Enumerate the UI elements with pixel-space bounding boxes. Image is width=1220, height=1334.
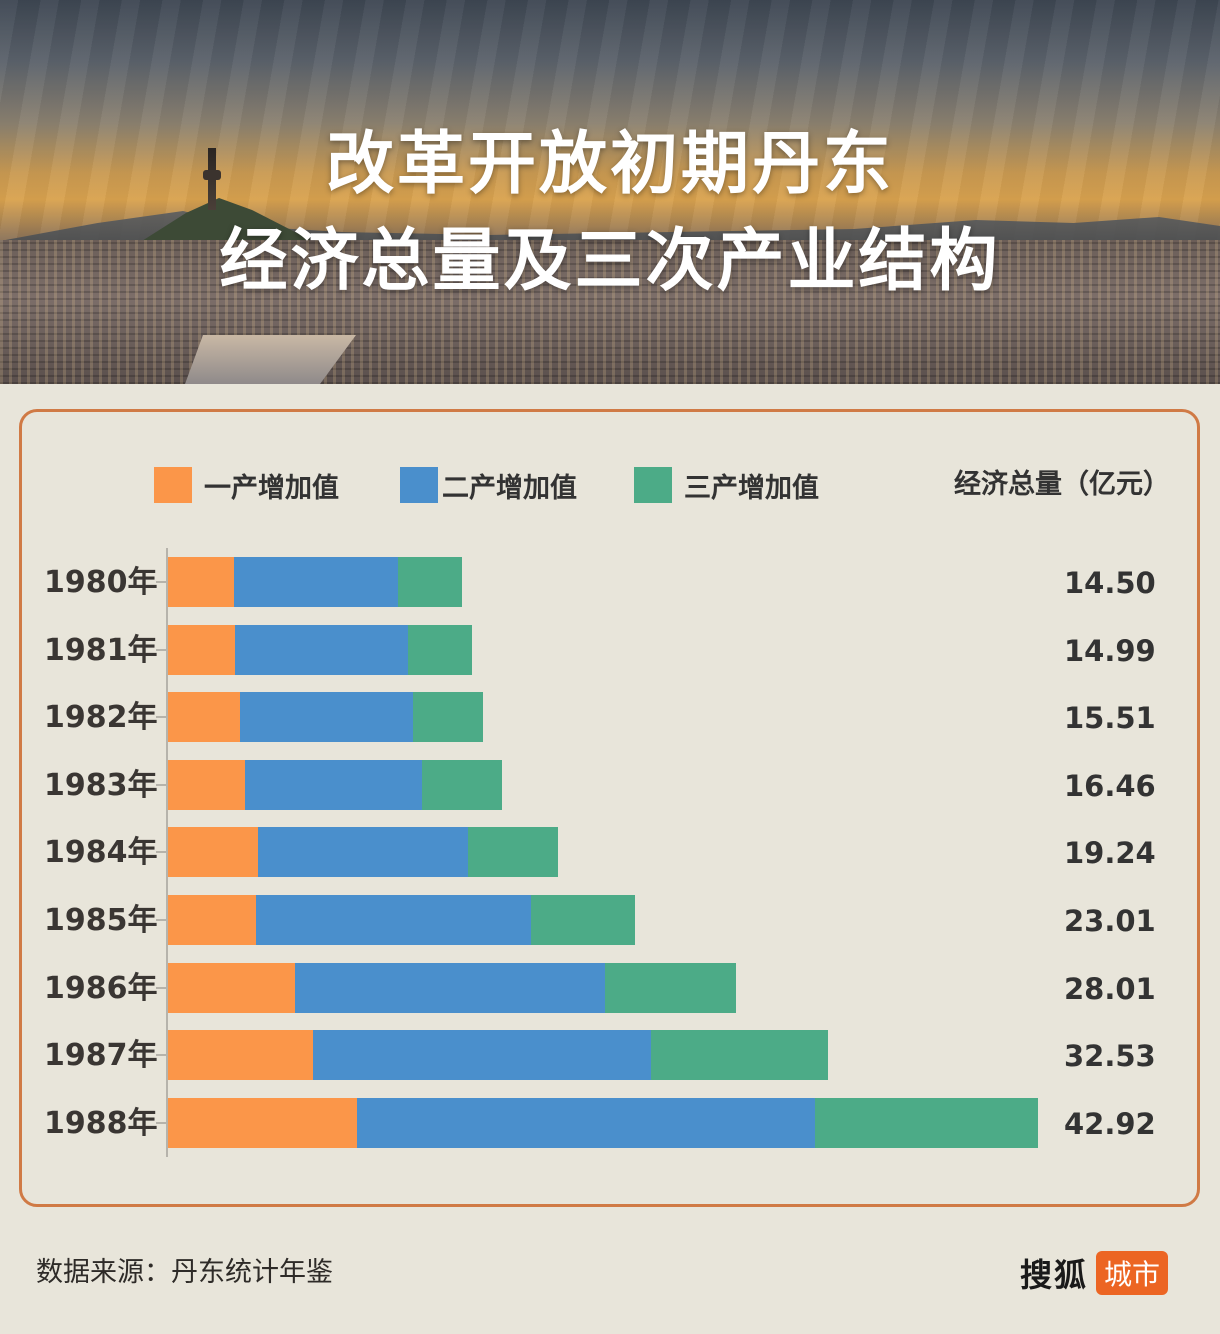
logo-main: 搜狐 <box>1020 1256 1089 1294</box>
year-label: 1984年 <box>44 835 158 870</box>
chart-row: 1987年 32.53 <box>0 1030 1220 1080</box>
stacked-bar <box>168 963 736 1013</box>
stacked-bar <box>168 1030 828 1080</box>
legend-label: 一产增加值 <box>204 472 339 504</box>
total-value: 42.92 <box>1064 1107 1156 1141</box>
data-source: 数据来源：丹东统计年鉴 <box>36 1257 333 1288</box>
year-label: 1983年 <box>44 768 158 803</box>
legend-item-secondary: 二产增加值 <box>400 466 577 504</box>
year-label: 1980年 <box>44 565 158 600</box>
tv-tower-icon <box>203 148 221 210</box>
axis-tick <box>156 1054 166 1056</box>
axis-tick <box>156 581 166 583</box>
bar-tertiary-segment <box>412 692 483 742</box>
bar-tertiary-segment <box>468 827 558 877</box>
stacked-bar <box>168 557 463 607</box>
total-value: 16.46 <box>1064 769 1156 803</box>
sohu-city-logo: 搜狐 城市 <box>1020 1250 1169 1296</box>
year-label: 1982年 <box>44 700 158 735</box>
bar-tertiary-segment <box>398 557 463 607</box>
bar-primary-segment <box>168 625 236 675</box>
y-axis-line <box>166 548 168 1157</box>
legend-swatch-primary <box>154 467 192 503</box>
legend-item-primary: 一产增加值 <box>154 466 339 504</box>
year-label: 1981年 <box>44 633 158 668</box>
total-value: 23.01 <box>1064 904 1156 938</box>
bar-primary-segment <box>168 557 235 607</box>
logo-badge: 城市 <box>1096 1251 1169 1295</box>
legend-label: 三产增加值 <box>684 472 819 504</box>
year-label: 1987年 <box>44 1038 158 1073</box>
chart-row: 1982年 15.51 <box>0 692 1220 742</box>
bar-secondary-segment <box>235 625 408 675</box>
chart-row: 1984年 19.24 <box>0 827 1220 877</box>
total-value: 28.01 <box>1064 972 1156 1006</box>
bar-tertiary-segment <box>531 895 636 945</box>
axis-tick <box>156 919 166 921</box>
axis-tick <box>156 649 166 651</box>
bar-primary-segment <box>168 963 296 1013</box>
bar-tertiary-segment <box>814 1098 1038 1148</box>
bar-secondary-segment <box>240 692 413 742</box>
page-title-line2: 经济总量及三次产业结构 <box>219 222 1001 301</box>
chart-row: 1988年 42.92 <box>0 1098 1220 1148</box>
total-value: 14.99 <box>1064 634 1156 668</box>
bar-primary-segment <box>168 827 258 877</box>
total-column-header: 经济总量（亿元） <box>954 469 1170 500</box>
bar-secondary-segment <box>312 1030 651 1080</box>
chart-row: 1986年 28.01 <box>0 963 1220 1013</box>
bar-primary-segment <box>168 760 245 810</box>
bar-primary-segment <box>168 895 256 945</box>
bar-tertiary-segment <box>407 625 473 675</box>
axis-tick <box>156 716 166 718</box>
axis-tick <box>156 987 166 989</box>
stacked-bar <box>168 760 503 810</box>
bar-secondary-segment <box>258 827 468 877</box>
bar-tertiary-segment <box>422 760 503 810</box>
hero-banner: 改革开放初期丹东 经济总量及三次产业结构 <box>0 0 1220 384</box>
total-value: 14.50 <box>1064 566 1156 600</box>
legend-item-tertiary: 三产增加值 <box>634 466 819 504</box>
year-label: 1986年 <box>44 971 158 1006</box>
stacked-bar <box>168 895 636 945</box>
legend-swatch-tertiary <box>634 467 672 503</box>
bar-primary-segment <box>168 1030 313 1080</box>
chart-row: 1985年 23.01 <box>0 895 1220 945</box>
bar-tertiary-segment <box>650 1030 828 1080</box>
bar-secondary-segment <box>295 963 605 1013</box>
legend-swatch-secondary <box>400 467 438 503</box>
stacked-bar <box>168 1098 1038 1148</box>
axis-tick <box>156 851 166 853</box>
bar-secondary-segment <box>234 557 399 607</box>
bar-primary-segment <box>168 692 240 742</box>
bar-primary-segment <box>168 1098 357 1148</box>
chart-row: 1981年 14.99 <box>0 625 1220 675</box>
axis-tick <box>156 1122 166 1124</box>
year-label: 1985年 <box>44 903 158 938</box>
chart-row: 1983年 16.46 <box>0 760 1220 810</box>
chart-legend: 一产增加值 二产增加值 三产增加值 经济总量（亿元） <box>0 466 1220 506</box>
chart-row: 1980年 14.50 <box>0 557 1220 607</box>
page-title-line1: 改革开放初期丹东 <box>325 125 894 204</box>
stacked-bar <box>168 625 473 675</box>
axis-tick <box>156 784 166 786</box>
bar-tertiary-segment <box>604 963 736 1013</box>
legend-label: 二产增加值 <box>442 472 577 504</box>
total-value: 32.53 <box>1064 1039 1156 1073</box>
bar-secondary-segment <box>245 760 422 810</box>
stacked-bar <box>168 692 483 742</box>
total-value: 15.51 <box>1064 701 1156 735</box>
bar-secondary-segment <box>356 1098 815 1148</box>
stacked-bar <box>168 827 558 877</box>
total-value: 19.24 <box>1064 836 1156 870</box>
year-label: 1988年 <box>44 1106 158 1141</box>
bar-secondary-segment <box>256 895 532 945</box>
